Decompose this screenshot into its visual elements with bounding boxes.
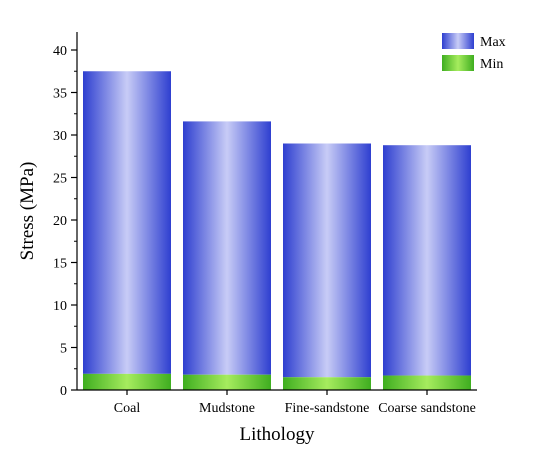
x-axis-title: Lithology: [240, 424, 315, 445]
x-ticks-group: Coal Mudstone Fine-sandstone Coarse sandsto…: [114, 390, 476, 416]
y-tick-label: 40: [53, 44, 67, 59]
y-tick-label: 30: [53, 129, 67, 144]
y-tick-label: 25: [53, 172, 67, 187]
bar-min: [283, 377, 371, 390]
y-ticks-group: 0 5 10 15 20 25 30 35 40: [53, 44, 77, 399]
y-tick-label: 0: [60, 384, 67, 399]
bar-max: [383, 145, 471, 376]
y-tick-label: 5: [60, 342, 67, 357]
bar-min: [183, 374, 271, 390]
x-tick-label: Coal: [114, 401, 141, 416]
bar-min: [383, 375, 471, 390]
x-tick-label: Coarse sandstone: [378, 401, 476, 416]
bar-min: [83, 373, 171, 390]
bars-group: [83, 71, 471, 390]
bar-max: [183, 121, 271, 375]
x-tick-label: Fine-sandstone: [285, 401, 370, 416]
y-axis-title: Stress (MPa): [17, 162, 38, 261]
legend-label: Max: [480, 35, 506, 50]
y-tick-label: 35: [53, 87, 67, 102]
legend-label: Min: [480, 57, 503, 72]
bar-max: [283, 143, 371, 378]
bar-max: [83, 71, 171, 374]
legend-swatch: [442, 33, 474, 49]
x-tick-label: Mudstone: [199, 401, 255, 416]
y-tick-label: 20: [53, 214, 67, 229]
axes-group: [76, 32, 477, 391]
y-tick-label: 15: [53, 257, 67, 272]
legend-swatch: [442, 55, 474, 71]
legend: Max Min: [442, 33, 506, 72]
y-tick-label: 10: [53, 299, 67, 314]
